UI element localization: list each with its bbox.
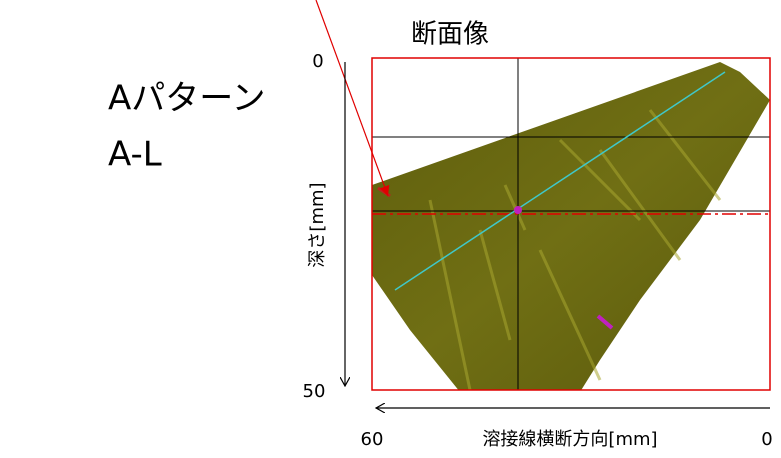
pointer-arrow bbox=[315, 0, 390, 197]
depth-tick: 0 bbox=[312, 51, 323, 72]
title: 断面像 bbox=[411, 20, 489, 50]
image-frame bbox=[371, 57, 771, 391]
echo-streaks bbox=[428, 109, 722, 390]
cross-tick: 0 bbox=[761, 429, 772, 450]
scan-image bbox=[372, 58, 770, 390]
annotation-line: Aパターン bbox=[108, 79, 266, 119]
depth-tick: 50 bbox=[303, 381, 326, 402]
beam-line bbox=[394, 71, 726, 291]
fan-area bbox=[372, 62, 770, 390]
depth-label: 深さ[mm] bbox=[307, 182, 328, 267]
echo-spot bbox=[596, 314, 614, 330]
cross-label: 溶接線横断方向[mm] bbox=[482, 429, 657, 450]
cross-tick: 60 bbox=[361, 429, 384, 450]
annotation-line: A-L bbox=[108, 135, 162, 175]
echo-spot bbox=[514, 206, 522, 214]
